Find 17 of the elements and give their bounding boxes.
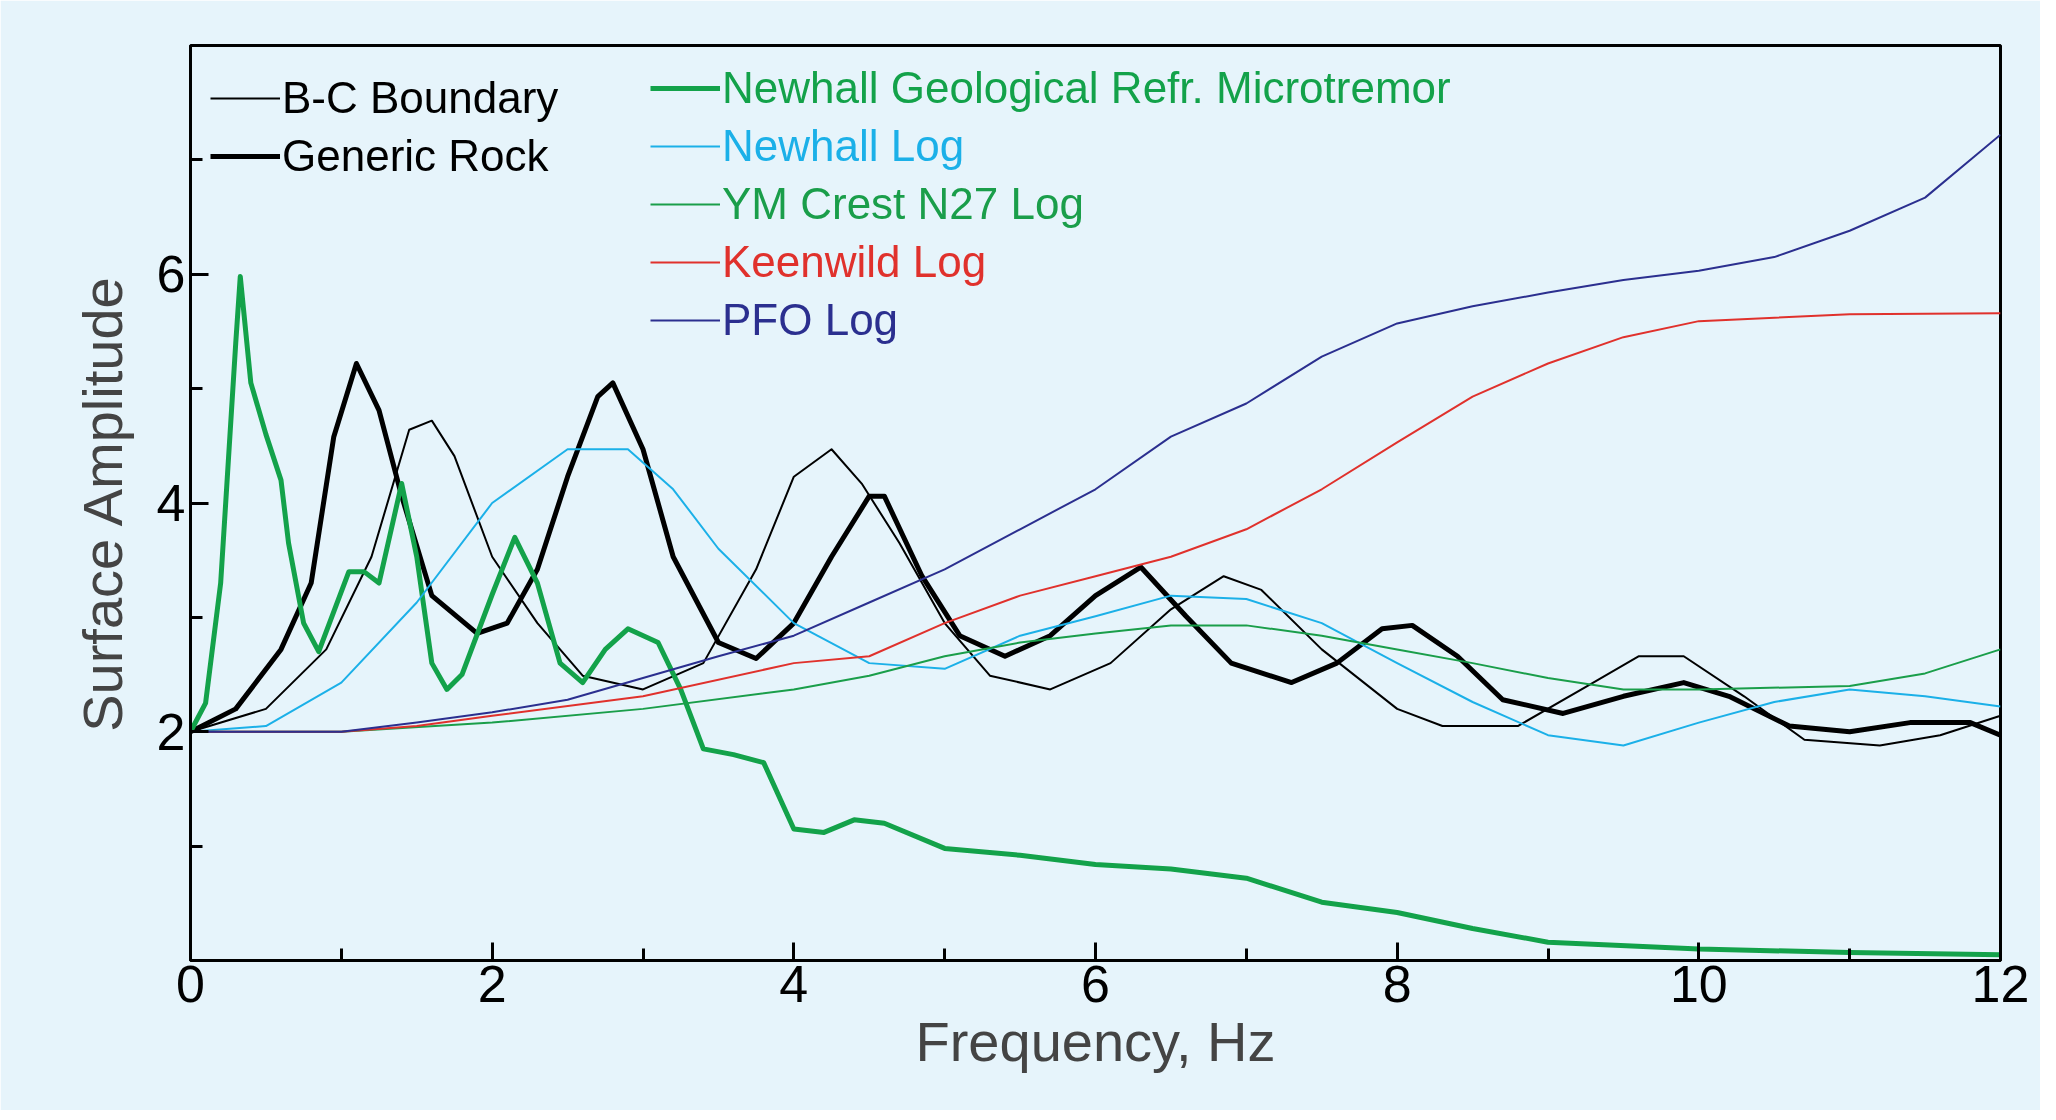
x-tick-label: 0	[176, 954, 205, 1013]
legend-label: Generic Rock	[282, 131, 549, 181]
x-tick-label: 4	[779, 954, 809, 1013]
legend-label: Newhall Log	[722, 121, 965, 171]
legend-label: B-C Boundary	[282, 73, 559, 123]
y-axis-title: Surface Amplitude	[70, 277, 134, 732]
y-tick-label: 4	[156, 474, 186, 532]
legend-label: YM Crest N27 Log	[722, 179, 1084, 229]
legend-label: PFO Log	[722, 295, 899, 345]
legend-label: Newhall Geological Refr. Microtremor	[722, 63, 1451, 113]
x-tick-label: 12	[1971, 954, 2030, 1013]
y-tick-label: 2	[156, 702, 186, 761]
legend-label: Keenwild Log	[722, 237, 987, 287]
x-tick-label: 10	[1669, 954, 1728, 1013]
x-tick-label: 8	[1382, 954, 1412, 1013]
y-tick-label: 6	[156, 245, 186, 304]
x-tick-label: 2	[477, 954, 507, 1013]
